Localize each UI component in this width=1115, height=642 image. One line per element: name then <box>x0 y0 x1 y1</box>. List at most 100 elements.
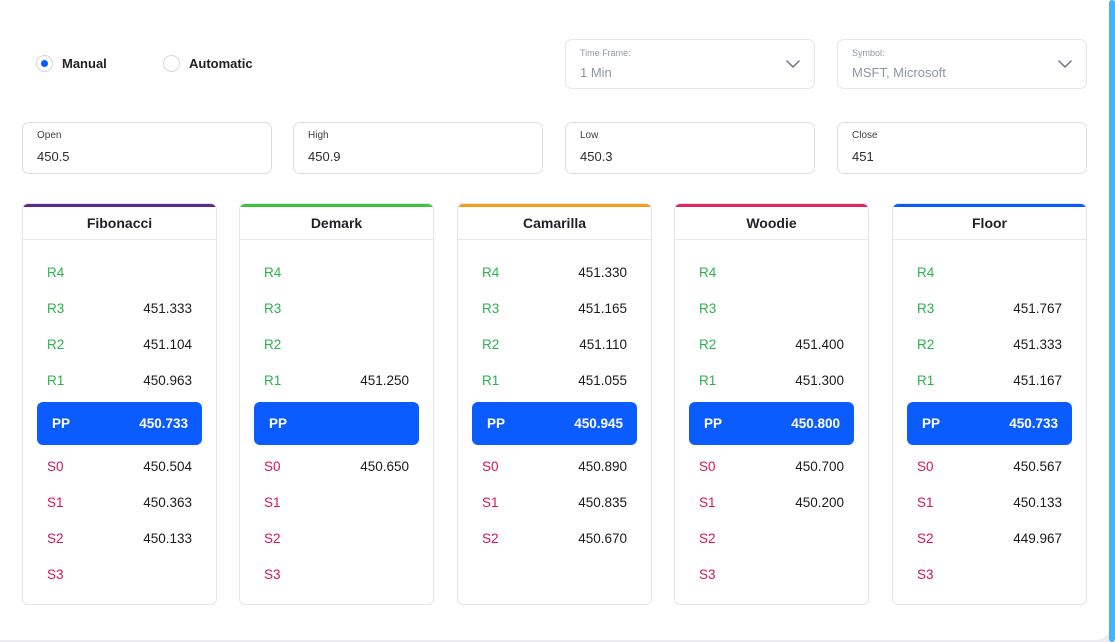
pivot-panel-woodie: Woodie R4 R3 R2 451.400 R1 451.300 PP 450.800 S0 4… <box>674 203 869 605</box>
pivot-level-value: 450.567 <box>1013 459 1062 474</box>
pivot-level-label: PP <box>269 416 288 431</box>
pivot-row-pp: PP <box>254 402 419 445</box>
pivot-row-r3: R3 <box>689 298 854 320</box>
pivot-level-label: S2 <box>264 531 281 546</box>
timeframe-select[interactable]: Time Frame: 1 Min <box>565 39 815 89</box>
pivot-row-r2: R2 451.104 <box>37 334 202 356</box>
pivot-level-value: 451.104 <box>143 337 192 352</box>
low-caption: Low <box>580 130 599 141</box>
pivot-level-value: 451.767 <box>1013 301 1062 316</box>
pivot-level-label: S0 <box>699 459 716 474</box>
pivot-level-label: S0 <box>47 459 64 474</box>
high-caption: High <box>308 130 329 141</box>
pivot-level-label: R4 <box>482 265 500 280</box>
timeframe-value: 1 Min <box>580 65 612 80</box>
open-input[interactable] <box>37 149 257 164</box>
close-input[interactable] <box>852 149 1072 164</box>
high-field: High <box>293 122 543 174</box>
pivot-row-r1: R1 451.250 <box>254 370 419 392</box>
pivot-row-s0: S0 450.650 <box>254 456 419 478</box>
pivot-row-s2: S2 <box>254 528 419 550</box>
pivot-level-label: PP <box>922 416 941 431</box>
pivot-level-label: S3 <box>47 567 64 582</box>
high-input[interactable] <box>308 149 528 164</box>
panel-title: Demark <box>240 207 433 240</box>
pivot-panel-camarilla: Camarilla R4 451.330 R3 451.165 R2 451.110 R1 45… <box>457 203 652 605</box>
low-field: Low <box>565 122 815 174</box>
pivot-row-r2: R2 451.400 <box>689 334 854 356</box>
symbol-value: MSFT, Microsoft <box>852 65 946 80</box>
radio-automatic[interactable]: Automatic <box>163 55 253 72</box>
pivot-row-r1: R1 450.963 <box>37 370 202 392</box>
pivot-row-r2: R2 <box>254 334 419 356</box>
panel-title: Camarilla <box>458 207 651 240</box>
pivot-level-value: 450.890 <box>578 459 627 474</box>
chevron-down-icon <box>1058 60 1072 68</box>
pivot-level-label: PP <box>704 416 723 431</box>
pivot-level-value: 450.733 <box>139 416 188 431</box>
pivot-row-r4: R4 <box>254 262 419 284</box>
radio-manual[interactable]: Manual <box>36 55 107 72</box>
pivot-level-value: 450.800 <box>791 416 840 431</box>
pivot-row-pp: PP 450.800 <box>689 402 854 445</box>
pivot-level-label: S3 <box>917 567 934 582</box>
pivot-level-label: S1 <box>917 495 934 510</box>
close-field: Close <box>837 122 1087 174</box>
pivot-level-value: 451.333 <box>143 301 192 316</box>
panel-title: Woodie <box>675 207 868 240</box>
pivot-level-value: 451.333 <box>1013 337 1062 352</box>
pivot-level-label: R1 <box>699 373 717 388</box>
pivot-level-label: R1 <box>47 373 65 388</box>
pivot-level-value: 450.504 <box>143 459 192 474</box>
pivot-level-value: 450.963 <box>143 373 192 388</box>
pivot-panel-floor: Floor R4 R3 451.767 R2 451.333 R1 451.167 PP 450.… <box>892 203 1087 605</box>
pivot-level-label: R4 <box>264 265 282 280</box>
pivot-level-value: 451.250 <box>360 373 409 388</box>
pivot-row-s2: S2 450.133 <box>37 528 202 550</box>
pivot-row-r2: R2 451.110 <box>472 334 637 356</box>
pivot-level-label: S2 <box>699 531 716 546</box>
pivot-level-label: S3 <box>699 567 716 582</box>
pivot-row-r3: R3 <box>254 298 419 320</box>
pivot-row-s0: S0 450.504 <box>37 456 202 478</box>
pivot-level-label: S2 <box>482 531 499 546</box>
pivot-row-r1: R1 451.300 <box>689 370 854 392</box>
pivot-level-value: 450.363 <box>143 495 192 510</box>
pivot-level-label: R3 <box>699 301 717 316</box>
pivot-row-s1: S1 450.200 <box>689 492 854 514</box>
low-input[interactable] <box>580 149 800 164</box>
pivot-level-label: S2 <box>917 531 934 546</box>
pivot-row-r4: R4 <box>37 262 202 284</box>
panel-title: Floor <box>893 207 1086 240</box>
pivot-level-value: 450.945 <box>574 416 623 431</box>
radio-label: Manual <box>62 56 107 71</box>
scroll-accent-bar <box>1109 0 1115 642</box>
pivot-row-s3: S3 <box>37 564 202 586</box>
radio-label: Automatic <box>189 56 253 71</box>
pivot-level-value: 450.670 <box>578 531 627 546</box>
pivot-row-r4: R4 451.330 <box>472 262 637 284</box>
pivot-level-label: S2 <box>47 531 64 546</box>
pivot-row-r3: R3 451.165 <box>472 298 637 320</box>
pivot-row-s3: S3 <box>907 564 1072 586</box>
pivot-level-label: S1 <box>264 495 281 510</box>
pivot-level-label: R4 <box>917 265 935 280</box>
pivot-level-label: R2 <box>264 337 282 352</box>
pivot-row-s1: S1 450.835 <box>472 492 637 514</box>
symbol-select[interactable]: Symbol: MSFT, Microsoft <box>837 39 1087 89</box>
pivot-level-value: 451.110 <box>579 337 627 352</box>
pivot-level-label: R1 <box>482 373 500 388</box>
pivot-level-value: 451.167 <box>1013 373 1062 388</box>
pivot-level-label: R3 <box>917 301 935 316</box>
pivot-level-label: R3 <box>47 301 65 316</box>
pivot-row-pp: PP 450.945 <box>472 402 637 445</box>
pivot-level-value: 451.055 <box>578 373 627 388</box>
pivot-level-value: 450.200 <box>795 495 844 510</box>
pivot-level-value: 450.835 <box>578 495 627 510</box>
pivot-level-label: S3 <box>264 567 281 582</box>
open-field: Open <box>22 122 272 174</box>
pivot-row-pp: PP 450.733 <box>907 402 1072 445</box>
pivot-row-s2: S2 449.967 <box>907 528 1072 550</box>
pivot-level-value: 451.400 <box>795 337 844 352</box>
pivot-level-label: R1 <box>917 373 935 388</box>
